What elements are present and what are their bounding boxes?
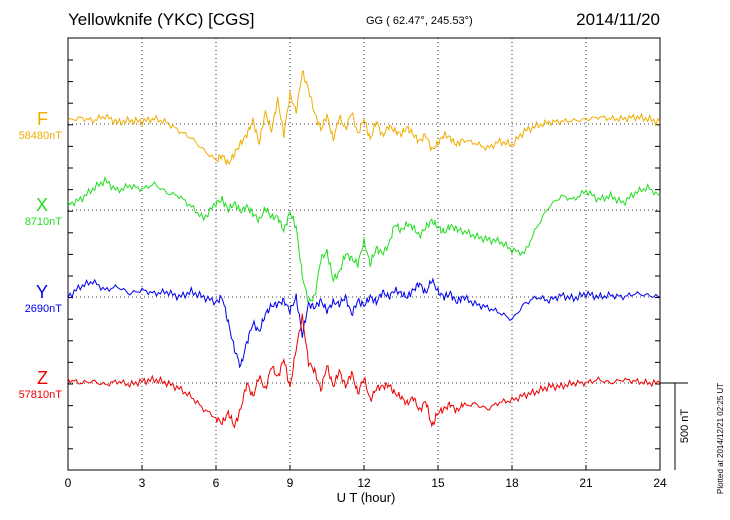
legend-y-letter: Y (35, 282, 48, 302)
series-f-line (67, 70, 661, 166)
legend-y-baseline: 2690nT (24, 303, 62, 315)
x-tick-label: 18 (505, 476, 519, 490)
legend-x-baseline: 8710nT (24, 216, 62, 228)
legend-f: F 58480nT (0, 109, 62, 142)
legend-x: X 8710nT (0, 195, 62, 228)
legend-y: Y 2690nT (0, 282, 62, 315)
x-tick-label: 15 (431, 476, 445, 490)
x-axis-ticks: 0 3 6 9 12 15 18 21 24 (65, 465, 667, 490)
legend-z-letter: Z (37, 368, 48, 388)
legend-f-baseline: 58480nT (18, 130, 62, 142)
x-tick-label: 21 (579, 476, 593, 490)
chart-title: Yellowknife (YKC) [CGS] (68, 10, 255, 29)
x-tick-label: 12 (357, 476, 371, 490)
x-tick-label: 0 (65, 476, 72, 490)
scale-bar: 500 nT (660, 382, 691, 470)
geographic-coordinates: GG ( 62.47°, 245.53°) (366, 15, 473, 27)
legend-z-baseline: 57810nT (18, 389, 62, 401)
legend-z: Z 57810nT (0, 368, 62, 401)
legend-x-letter: X (35, 195, 48, 215)
series-y-line (67, 277, 661, 369)
series-z-line (67, 313, 661, 429)
data-series (67, 70, 661, 429)
legend-f-letter: F (37, 109, 48, 129)
y-tick-marks (68, 59, 660, 450)
x-tick-label: 3 (139, 476, 146, 490)
baselines (68, 123, 660, 384)
plotted-timestamp: Plotted at 2014/12/21 02:25 UT (716, 382, 725, 494)
series-x-line (67, 175, 661, 304)
x-tick-label: 24 (653, 476, 667, 490)
x-tick-label: 9 (287, 476, 294, 490)
scale-bar-label: 500 nT (679, 409, 691, 444)
chart-date: 2014/11/20 (576, 10, 660, 29)
x-axis-label: U T (hour) (337, 490, 396, 505)
x-tick-label: 6 (213, 476, 220, 490)
